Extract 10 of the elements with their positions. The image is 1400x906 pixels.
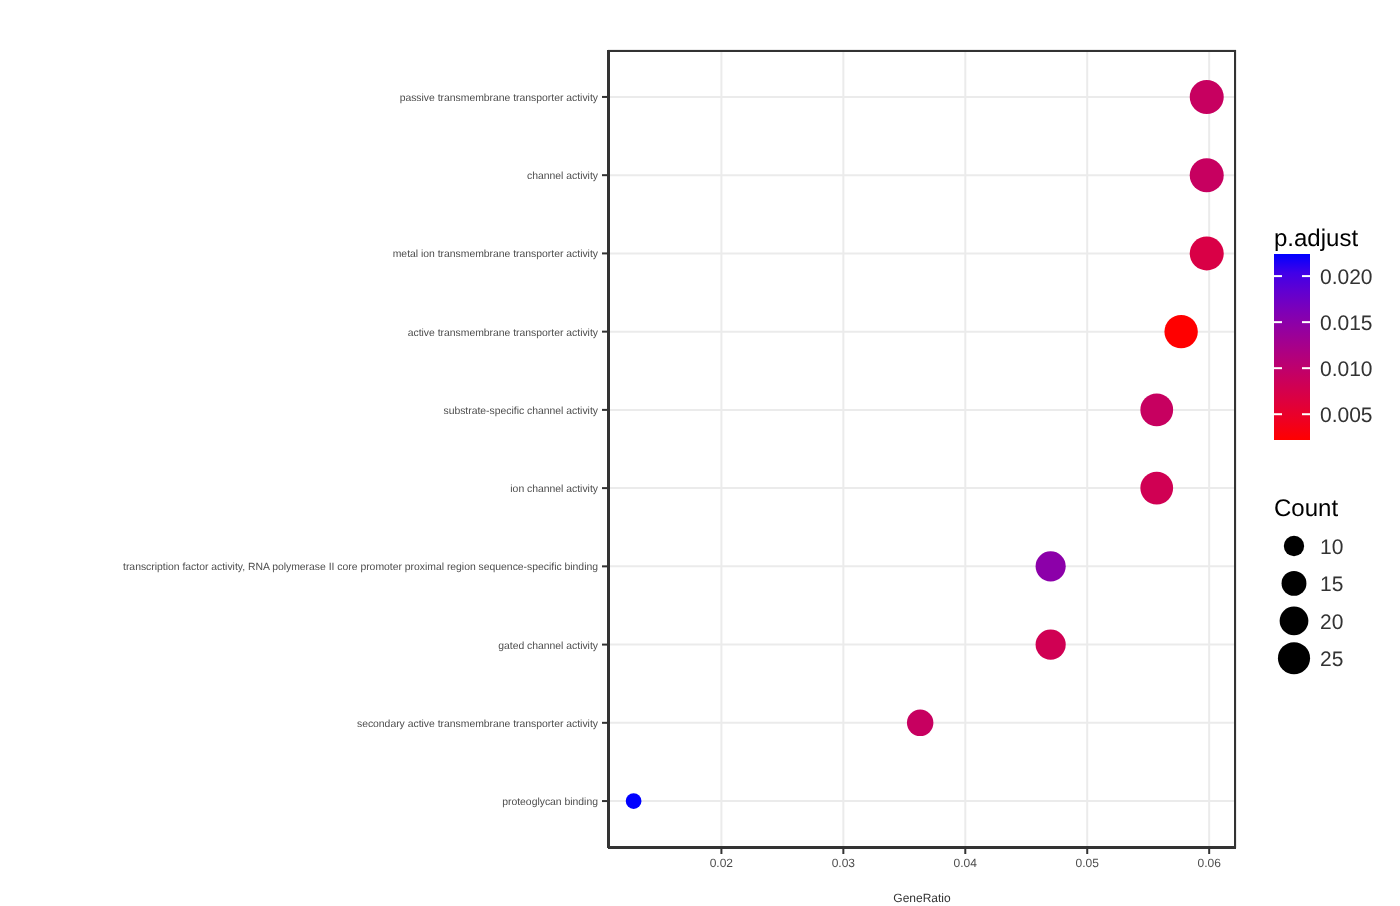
legend-label: 10 — [1320, 536, 1344, 560]
color-bar-label: 0.005 — [1320, 404, 1373, 429]
legend-label: 15 — [1320, 573, 1344, 598]
color-bar-title: p.adjust — [1274, 224, 1360, 252]
color-bar-label: 0.020 — [1320, 266, 1373, 291]
color-bar-label: 0.010 — [1320, 358, 1373, 383]
legend-title: Count — [1274, 494, 1340, 522]
color-bar-label: 0.015 — [1320, 312, 1373, 337]
legend-label: 20 — [1320, 610, 1344, 635]
legend-label: 25 — [1320, 648, 1344, 673]
